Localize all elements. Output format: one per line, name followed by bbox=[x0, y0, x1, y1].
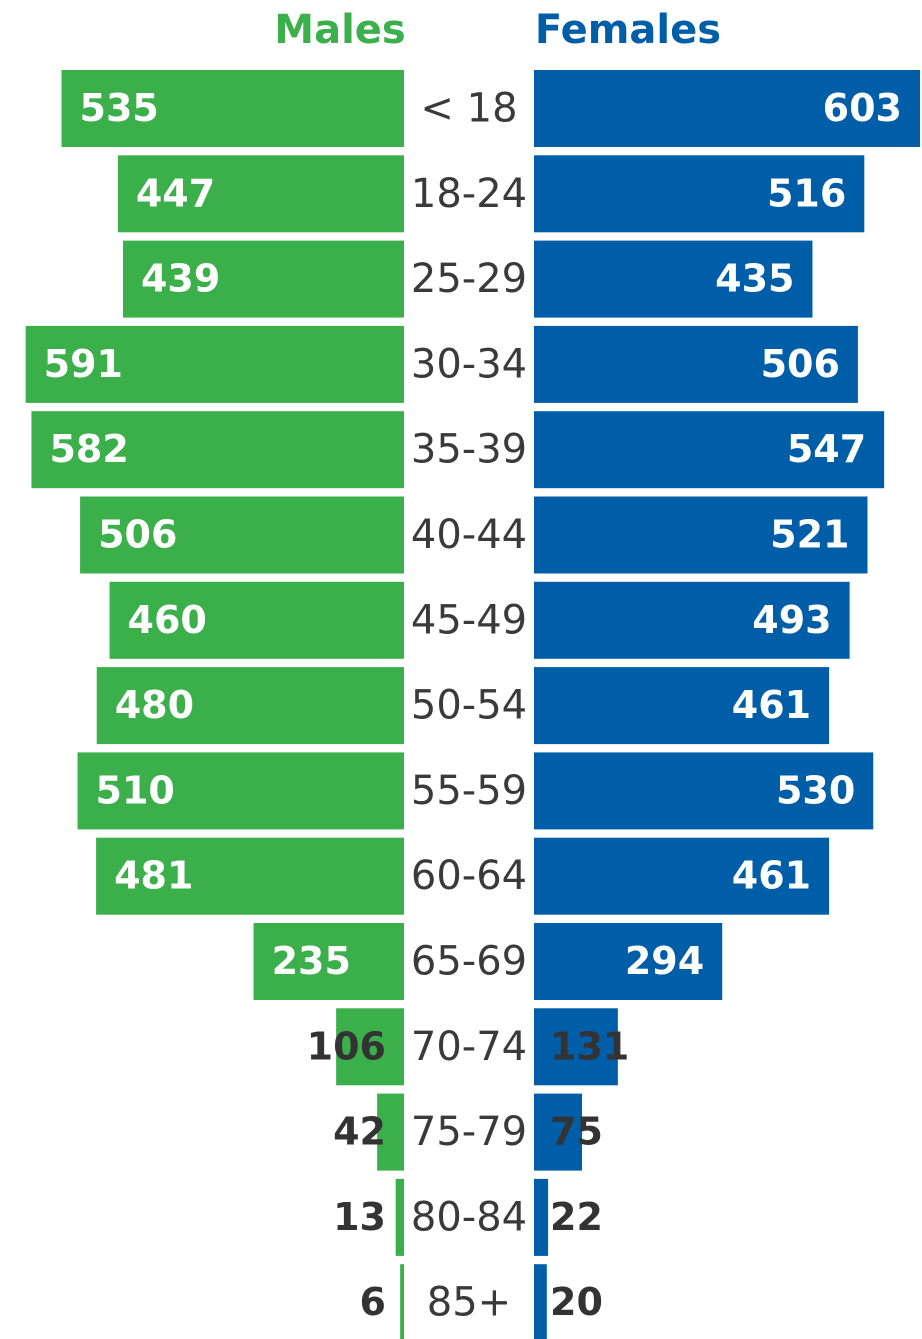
bar bbox=[31, 411, 405, 489]
value-label: 294 bbox=[625, 939, 704, 983]
bar bbox=[534, 923, 723, 1000]
value-label: 447 bbox=[136, 171, 215, 215]
value-label: 13 bbox=[333, 1195, 386, 1239]
legend-males: Males bbox=[274, 7, 405, 53]
bar bbox=[534, 1178, 549, 1256]
bar bbox=[534, 155, 865, 233]
bar bbox=[122, 240, 405, 318]
bar bbox=[25, 325, 405, 403]
value-label: 591 bbox=[44, 342, 123, 386]
bar bbox=[534, 1264, 547, 1339]
bar bbox=[109, 581, 404, 659]
value-label: 521 bbox=[770, 513, 849, 557]
bar bbox=[117, 155, 405, 233]
value-label: 506 bbox=[98, 513, 177, 557]
bar bbox=[534, 581, 850, 659]
category-label: < 18 bbox=[420, 86, 517, 132]
category-label: 25-29 bbox=[411, 256, 527, 302]
bar bbox=[534, 411, 885, 489]
bar bbox=[534, 1008, 618, 1086]
bar bbox=[534, 1093, 583, 1171]
category-label: 80-84 bbox=[411, 1194, 527, 1240]
value-label: 535 bbox=[80, 86, 159, 130]
legend-females: Females bbox=[535, 7, 721, 53]
category-label: 60-64 bbox=[411, 853, 527, 899]
bar bbox=[96, 837, 404, 915]
value-label: 461 bbox=[732, 683, 811, 727]
bar bbox=[395, 1178, 404, 1256]
value-label: 493 bbox=[752, 598, 831, 642]
value-label: 131 bbox=[550, 1024, 629, 1068]
bar bbox=[61, 70, 404, 147]
category-label: 35-39 bbox=[411, 427, 527, 473]
bar bbox=[80, 496, 405, 574]
bar bbox=[534, 325, 858, 403]
bar bbox=[400, 1264, 404, 1339]
value-label: 75 bbox=[550, 1110, 603, 1154]
bar bbox=[253, 923, 404, 1000]
value-label: 516 bbox=[767, 171, 846, 215]
value-label: 6 bbox=[360, 1280, 386, 1324]
bar bbox=[534, 752, 874, 830]
bar bbox=[77, 752, 404, 830]
category-label: 65-69 bbox=[411, 939, 527, 985]
value-label: 439 bbox=[141, 257, 220, 301]
bar bbox=[534, 837, 830, 915]
category-label: 75-79 bbox=[411, 1109, 527, 1155]
bar bbox=[534, 70, 920, 147]
value-label: 235 bbox=[272, 939, 351, 983]
value-label: 42 bbox=[333, 1110, 386, 1154]
value-label: 106 bbox=[307, 1024, 386, 1068]
value-label: 530 bbox=[776, 768, 855, 812]
category-label: 70-74 bbox=[411, 1024, 527, 1070]
value-label: 510 bbox=[96, 768, 175, 812]
category-label: 45-49 bbox=[411, 597, 527, 643]
category-label: 18-24 bbox=[411, 171, 527, 217]
category-label: 50-54 bbox=[411, 683, 527, 729]
category-label: 30-34 bbox=[411, 341, 527, 387]
bar bbox=[534, 496, 868, 574]
value-label: 20 bbox=[550, 1280, 603, 1324]
bar bbox=[336, 1008, 404, 1086]
value-label: 22 bbox=[550, 1195, 603, 1239]
value-label: 435 bbox=[715, 257, 794, 301]
value-label: 480 bbox=[115, 683, 194, 727]
bar bbox=[534, 240, 813, 318]
category-label: 55-59 bbox=[411, 768, 527, 814]
value-label: 461 bbox=[732, 854, 811, 898]
category-label: 40-44 bbox=[411, 512, 527, 558]
bar bbox=[96, 667, 404, 745]
value-label: 547 bbox=[787, 427, 866, 471]
bar bbox=[534, 667, 830, 745]
value-label: 481 bbox=[114, 854, 193, 898]
value-label: 460 bbox=[128, 598, 207, 642]
value-label: 603 bbox=[823, 86, 902, 130]
bar bbox=[377, 1093, 404, 1171]
value-label: 582 bbox=[49, 427, 128, 471]
category-label: 85+ bbox=[427, 1280, 511, 1326]
value-label: 506 bbox=[761, 342, 840, 386]
